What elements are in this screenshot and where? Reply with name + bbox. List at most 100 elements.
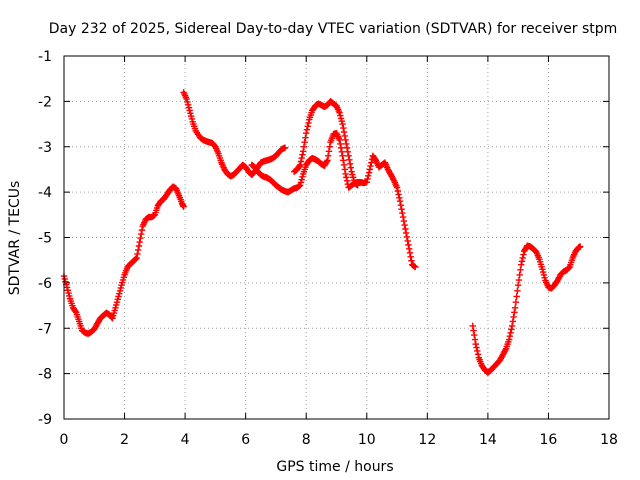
data-point [336,136,343,144]
series-segment-5 [469,242,584,376]
data-point [134,246,142,254]
data-point [505,336,513,343]
data-point [396,198,404,205]
data-point [341,166,349,173]
data-point [519,254,526,262]
data-point [137,234,144,242]
data-point [472,340,479,348]
y-tick-label: -1 [38,49,52,65]
series-segment-1 [60,183,187,337]
data-point [187,110,194,117]
data-point [336,109,343,116]
data-point [511,309,518,316]
data-point [296,162,303,170]
y-tick-label: -8 [38,367,52,383]
series-segment-2 [180,89,289,180]
x-tick-label: 6 [241,432,250,448]
x-tick-label: 14 [479,432,497,448]
x-tick-label: 4 [181,432,190,448]
data-point [398,205,405,213]
data-point [401,221,408,229]
data-point [64,287,71,294]
data-point [512,298,520,306]
chart-title: Day 232 of 2025, Sidereal Day-to-day VTE… [49,21,618,37]
data-point [115,293,122,300]
data-point [346,160,354,167]
data-point [344,148,352,156]
data-point [346,156,353,163]
data-point [399,213,407,221]
data-point [407,253,414,260]
data-point [337,140,344,148]
data-point [342,170,349,178]
data-point [184,101,192,108]
data-point [299,148,307,155]
data-point [296,182,304,189]
data-point [394,187,402,195]
data-point [539,266,546,273]
data-point [138,226,146,234]
data-point [302,134,309,141]
data-point [341,132,349,140]
data-point [510,313,517,321]
data-point [539,268,547,276]
data-point [116,290,123,297]
data-point [367,162,374,170]
data-point [132,255,140,262]
x-tick-label: 18 [600,432,618,448]
data-point [337,144,345,152]
data-point [474,347,481,355]
x-tick-label: 16 [540,432,558,448]
data-point [324,157,331,164]
y-axis-ticks: -9 -8 -7 -6 -5 -4 -3 -2 -1 [38,49,609,428]
data-point [184,98,191,106]
data-point [113,301,120,309]
data-point [305,119,312,127]
data-point [296,161,304,169]
data-point [324,152,332,160]
data-point [337,112,344,119]
data-point [347,164,355,171]
data-point [185,104,193,111]
data-point [135,242,143,250]
data-point [188,115,196,123]
data-point [473,344,480,351]
x-tick-label: 8 [302,432,311,448]
data-point [408,257,415,264]
data-point [354,182,361,189]
data-point [298,154,305,162]
data-point [297,179,305,186]
data-point [340,157,347,164]
y-tick-label: -6 [38,276,52,292]
data-point [471,336,479,343]
data-point [345,152,352,160]
data-point [517,261,525,268]
grid-lines [64,56,609,419]
data-point [338,118,345,125]
data-point [366,166,374,173]
data-point [298,176,305,183]
data-point [112,304,119,312]
data-point [364,175,371,183]
data-point [304,123,311,130]
data-point [180,203,187,210]
x-tick-label: 12 [418,432,436,448]
data-point [136,238,143,246]
data-point [470,327,477,334]
x-tick-label: 2 [120,432,129,448]
data-point [400,217,408,225]
data-point [395,191,402,198]
data-point [339,152,346,160]
data-point [511,304,519,312]
y-tick-label: -9 [38,412,52,428]
data-point [508,326,515,333]
data-point [72,308,79,315]
y-tick-label: -4 [38,185,52,201]
data-point [397,201,405,209]
data-point [281,144,289,151]
data-point [338,148,345,156]
x-axis-ticks: 0 2 4 6 8 10 12 14 16 18 [60,56,618,448]
data-point [514,281,522,289]
data-point [323,158,330,165]
